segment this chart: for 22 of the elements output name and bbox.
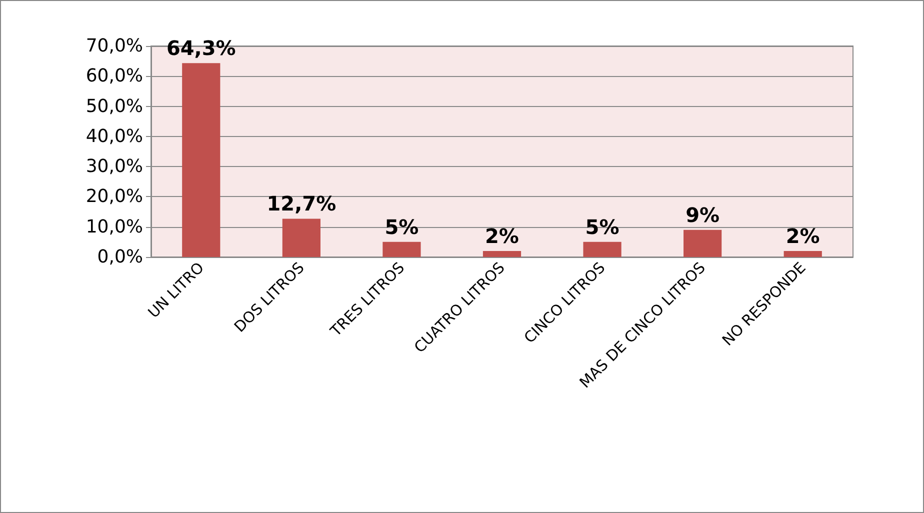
bar <box>583 242 622 257</box>
y-tick-label: 50,0% <box>86 96 143 117</box>
bar <box>382 242 421 257</box>
bar <box>182 63 220 257</box>
bar <box>482 250 522 257</box>
data-label: 9% <box>686 202 720 227</box>
bar <box>784 250 822 257</box>
data-label: 2% <box>485 224 519 248</box>
data-label: 12,7% <box>266 192 336 216</box>
bar <box>684 230 722 257</box>
data-label: 5% <box>585 214 620 239</box>
y-tick-label: 70,0% <box>86 36 143 56</box>
bar <box>282 218 320 257</box>
y-tick-label: 60,0% <box>86 66 143 87</box>
y-tick-label: 40,0% <box>86 126 143 147</box>
data-label: 64,3% <box>166 36 236 60</box>
data-label: 2% <box>786 224 820 248</box>
y-tick-label: 30,0% <box>86 156 143 178</box>
y-tick-label: 20,0% <box>86 186 143 208</box>
y-tick-label: 10,0% <box>86 216 143 238</box>
y-tick-label: 0,0% <box>97 246 143 268</box>
data-label: 5% <box>384 214 419 239</box>
